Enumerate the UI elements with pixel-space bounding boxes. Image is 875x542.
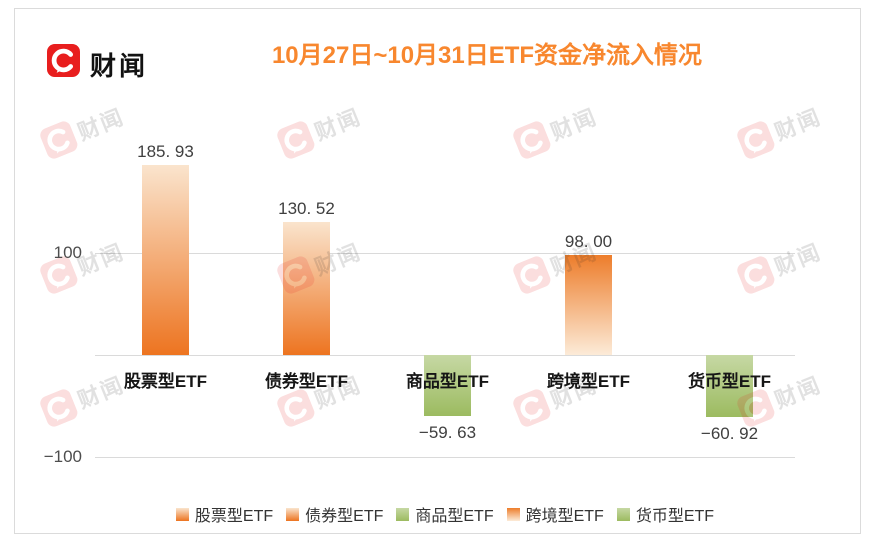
legend-swatch-icon <box>616 507 630 521</box>
bar-0 <box>142 164 189 355</box>
bar-value-label: −60. 92 <box>700 424 759 444</box>
category-label: 债券型ETF <box>264 372 349 391</box>
legend: 股票型ETF 债券型ETF 商品型ETF 跨境型ETF 货币型ETF <box>95 502 795 526</box>
y-tick-label: −100 <box>43 447 82 467</box>
bar-value-label: 130. 52 <box>278 198 335 218</box>
caiwen-logo-icon <box>47 44 80 77</box>
y-tick-label: 100 <box>53 242 82 262</box>
bar-value-label: −59. 63 <box>418 422 477 442</box>
legend-swatch-icon <box>396 507 410 521</box>
legend-item: 债券型ETF <box>286 502 383 526</box>
bar-4 <box>706 355 753 418</box>
legend-item: 跨境型ETF <box>506 502 604 526</box>
page-title: 10月27日~10月31日ETF资金净流入情况 <box>271 42 703 69</box>
bar-value-label: 185. 93 <box>137 141 194 161</box>
category-label: 货币型ETF <box>687 372 772 391</box>
legend-item: 股票型ETF <box>175 502 274 526</box>
legend-item: 商品型ETF <box>396 502 494 526</box>
legend-label: 商品型ETF <box>415 508 494 525</box>
legend-swatch-icon <box>175 507 189 521</box>
bar-2 <box>424 355 471 416</box>
page-frame <box>14 8 861 534</box>
caiwen-bubble-icon <box>47 44 80 77</box>
bar-1 <box>283 221 330 355</box>
legend-label: 货币型ETF <box>635 508 715 525</box>
category-label: 股票型ETF <box>123 372 208 391</box>
legend-label: 债券型ETF <box>305 508 384 525</box>
bar-3 <box>565 254 612 355</box>
legend-swatch-icon <box>506 507 520 521</box>
gridline <box>95 252 795 254</box>
legend-swatch-icon <box>286 507 300 521</box>
brand-text: 财闻 <box>90 51 149 81</box>
category-label: 跨境型ETF <box>546 372 631 391</box>
legend-label: 跨境型ETF <box>525 508 604 525</box>
legend-item: 货币型ETF <box>616 502 715 526</box>
gridline <box>95 457 795 459</box>
category-label: 商品型ETF <box>405 372 490 391</box>
bar-value-label: 98. 00 <box>564 231 613 251</box>
legend-label: 股票型ETF <box>194 508 274 525</box>
